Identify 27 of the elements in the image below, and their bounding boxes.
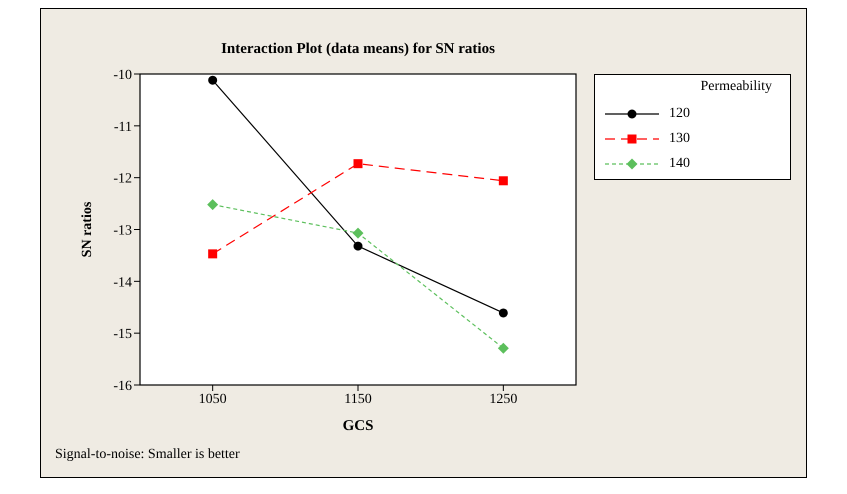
legend-title: Permeability xyxy=(700,79,772,95)
x-tick-label: 1250 xyxy=(489,392,518,407)
point xyxy=(208,249,218,258)
legend-label: 130 xyxy=(669,131,690,147)
y-tick-label: -12 xyxy=(113,172,132,187)
point xyxy=(208,76,218,85)
point xyxy=(207,199,218,210)
legend-label: 140 xyxy=(669,156,690,172)
point xyxy=(352,228,364,239)
point xyxy=(354,159,362,168)
y-tick-label: -14 xyxy=(113,275,132,290)
legend-label: 120 xyxy=(669,106,690,122)
y-tick-label: -10 xyxy=(113,68,132,83)
y-tick-label: -11 xyxy=(114,120,132,135)
point xyxy=(354,242,362,251)
x-tick-label: 1050 xyxy=(198,392,227,407)
text: Signal-to-noise: Smaller is better xyxy=(55,447,240,463)
chart-title: Interaction Plot (data means) for SN ratios xyxy=(220,41,496,58)
x-tick-label: 1150 xyxy=(344,392,372,407)
y-axis-title: SN ratios xyxy=(80,201,95,258)
x-axis-title: GCS xyxy=(342,418,374,434)
y-tick-label: -16 xyxy=(113,378,132,394)
point xyxy=(498,308,508,318)
point xyxy=(498,176,508,186)
y-tick-label: -15 xyxy=(113,327,132,342)
point xyxy=(498,342,509,354)
y-tick-label: -13 xyxy=(113,223,132,238)
